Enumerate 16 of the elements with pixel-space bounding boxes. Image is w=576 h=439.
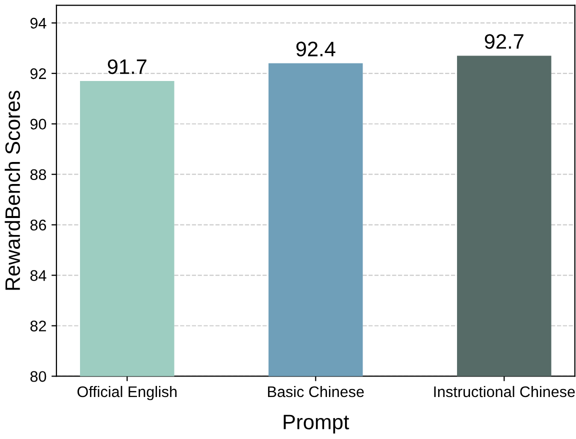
- y-tick-label: 94: [30, 18, 46, 29]
- x-tick-label: Official English: [77, 386, 177, 400]
- y-tick-label: 86: [30, 220, 46, 230]
- data-label: 91.7: [108, 59, 146, 74]
- data-label: 92.4: [296, 42, 336, 56]
- y-axis-title: RewardBench Scores: [4, 90, 20, 290]
- y-tick-label: 80: [30, 371, 46, 382]
- y-tick-label: 92: [30, 68, 46, 80]
- x-axis-title: Prompt: [284, 414, 350, 434]
- y-tick-label: 88: [30, 169, 46, 180]
- x-tick-label: Basic Chinese: [268, 386, 364, 398]
- x-tick-label: Instructional Chinese: [434, 386, 575, 398]
- y-tick-label: 84: [30, 270, 46, 281]
- data-label: 92.7: [484, 34, 524, 49]
- y-tick-label: 82: [30, 320, 46, 332]
- y-tick-label: 90: [30, 118, 46, 130]
